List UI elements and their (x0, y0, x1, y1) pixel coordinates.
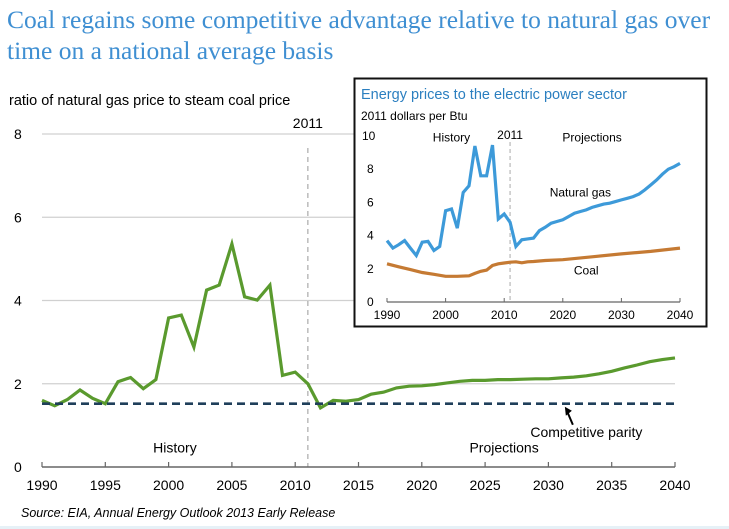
main-x-tick-label: 2015 (343, 477, 374, 493)
main-x-tick-label: 2025 (470, 477, 501, 493)
inset-axes: 0 2 4 6 8 10 1990 2000 2010 2020 2030 2040 (362, 129, 694, 322)
inset-annotation-projections: Projections (562, 131, 621, 145)
main-x-tick-label: 1995 (90, 477, 121, 493)
main-x-tick-label: 2030 (533, 477, 564, 493)
coal-price-line (386, 246, 681, 278)
inset-x-tick-label: 2030 (608, 308, 635, 322)
inset-x-tick-label: 2040 (667, 308, 694, 322)
inset-y-tick-label: 0 (367, 295, 374, 309)
main-y-tick-label: 8 (14, 126, 22, 142)
parity-arrow-head (564, 406, 572, 416)
inset-x-tick-label: 2020 (549, 308, 576, 322)
inset-chart: Energy prices to the electric power sect… (353, 77, 708, 328)
inset-x-tick-label: 1990 (374, 308, 401, 322)
inset-annotation-history: History (433, 131, 470, 145)
main-annotation-projections: Projections (469, 439, 538, 455)
inset-y-axis-label: 2011 dollars per Btu (361, 109, 468, 123)
inset-divider-label: 2011 (497, 128, 523, 142)
main-y-tick-label: 0 (14, 459, 22, 475)
source-note: Source: EIA, Annual Energy Outlook 2013 … (21, 506, 336, 520)
main-x-tick-label: 2010 (280, 477, 311, 493)
inset-frame (353, 77, 708, 328)
inset-annotation-coal: Coal (574, 263, 599, 277)
main-x-tick-label: 2005 (216, 477, 247, 493)
gas-coal-ratio-line (41, 237, 676, 411)
chart-title: Coal regains some competitive advantage … (7, 5, 711, 65)
main-y-tick-label: 4 (14, 293, 22, 309)
inset-annotations: History Projections Natural gas Coal (433, 131, 622, 278)
main-y-tick-label: 6 (14, 209, 22, 225)
main-x-tick-label: 2035 (596, 477, 627, 493)
inset-title: Energy prices to the electric power sect… (361, 87, 627, 103)
main-annotation-competitive-parity: Competitive parity (530, 424, 642, 440)
bottom-strip (0, 526, 729, 529)
inset-y-tick-label: 10 (362, 129, 376, 143)
inset-annotation-natural-gas: Natural gas (550, 185, 611, 199)
inset-series (385, 144, 681, 278)
main-annotation-history: History (153, 439, 197, 455)
main-x-tick-label: 2000 (153, 477, 184, 493)
main-series (41, 237, 676, 411)
main-x-tick-label: 2040 (659, 477, 690, 493)
inset-y-tick-label: 6 (367, 195, 374, 209)
main-y-axis-label: ratio of natural gas price to steam coal… (9, 93, 291, 109)
inset-y-tick-label: 2 (367, 262, 374, 276)
inset-x-tick-label: 2010 (491, 308, 518, 322)
main-y-tick-label: 2 (14, 376, 22, 392)
main-divider-label: 2011 (293, 115, 323, 131)
natural-gas-price-line (385, 144, 681, 259)
main-x-tick-label: 2020 (406, 477, 437, 493)
inset-x-tick-label: 2000 (432, 308, 459, 322)
main-x-tick-label: 1990 (26, 477, 57, 493)
inset-y-tick-label: 4 (367, 229, 374, 243)
main-2011-divider: 2011 (293, 115, 323, 467)
inset-y-tick-label: 8 (367, 162, 374, 176)
